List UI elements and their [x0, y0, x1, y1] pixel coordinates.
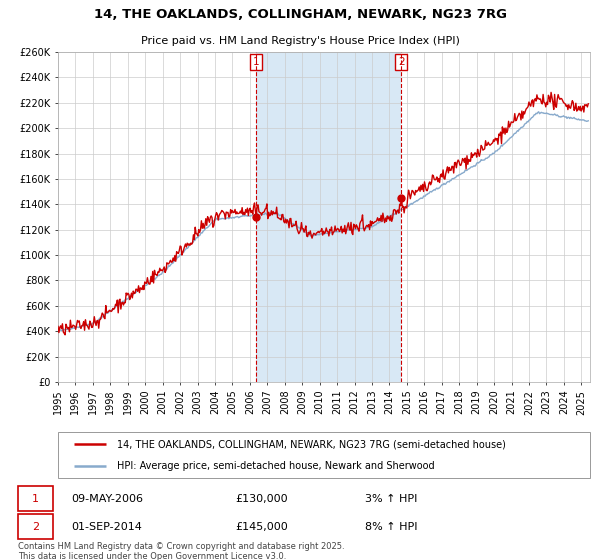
Text: 14, THE OAKLANDS, COLLINGHAM, NEWARK, NG23 7RG (semi-detached house): 14, THE OAKLANDS, COLLINGHAM, NEWARK, NG… — [116, 440, 505, 450]
Text: HPI: Average price, semi-detached house, Newark and Sherwood: HPI: Average price, semi-detached house,… — [116, 460, 434, 470]
Text: 8% ↑ HPI: 8% ↑ HPI — [365, 522, 418, 532]
Text: £145,000: £145,000 — [235, 522, 288, 532]
FancyBboxPatch shape — [18, 486, 53, 511]
Text: 2: 2 — [398, 57, 404, 67]
Text: Contains HM Land Registry data © Crown copyright and database right 2025.
This d: Contains HM Land Registry data © Crown c… — [18, 542, 344, 560]
Text: £130,000: £130,000 — [235, 494, 288, 504]
Text: 09-MAY-2006: 09-MAY-2006 — [71, 494, 143, 504]
Text: 14, THE OAKLANDS, COLLINGHAM, NEWARK, NG23 7RG: 14, THE OAKLANDS, COLLINGHAM, NEWARK, NG… — [94, 8, 506, 21]
FancyBboxPatch shape — [58, 432, 590, 478]
Text: Price paid vs. HM Land Registry's House Price Index (HPI): Price paid vs. HM Land Registry's House … — [140, 35, 460, 45]
FancyBboxPatch shape — [18, 514, 53, 539]
Text: 2: 2 — [32, 522, 39, 532]
Text: 3% ↑ HPI: 3% ↑ HPI — [365, 494, 417, 504]
Bar — [256, 52, 401, 382]
Text: 1: 1 — [32, 494, 39, 504]
Text: 1: 1 — [253, 57, 259, 67]
Text: 01-SEP-2014: 01-SEP-2014 — [71, 522, 142, 532]
